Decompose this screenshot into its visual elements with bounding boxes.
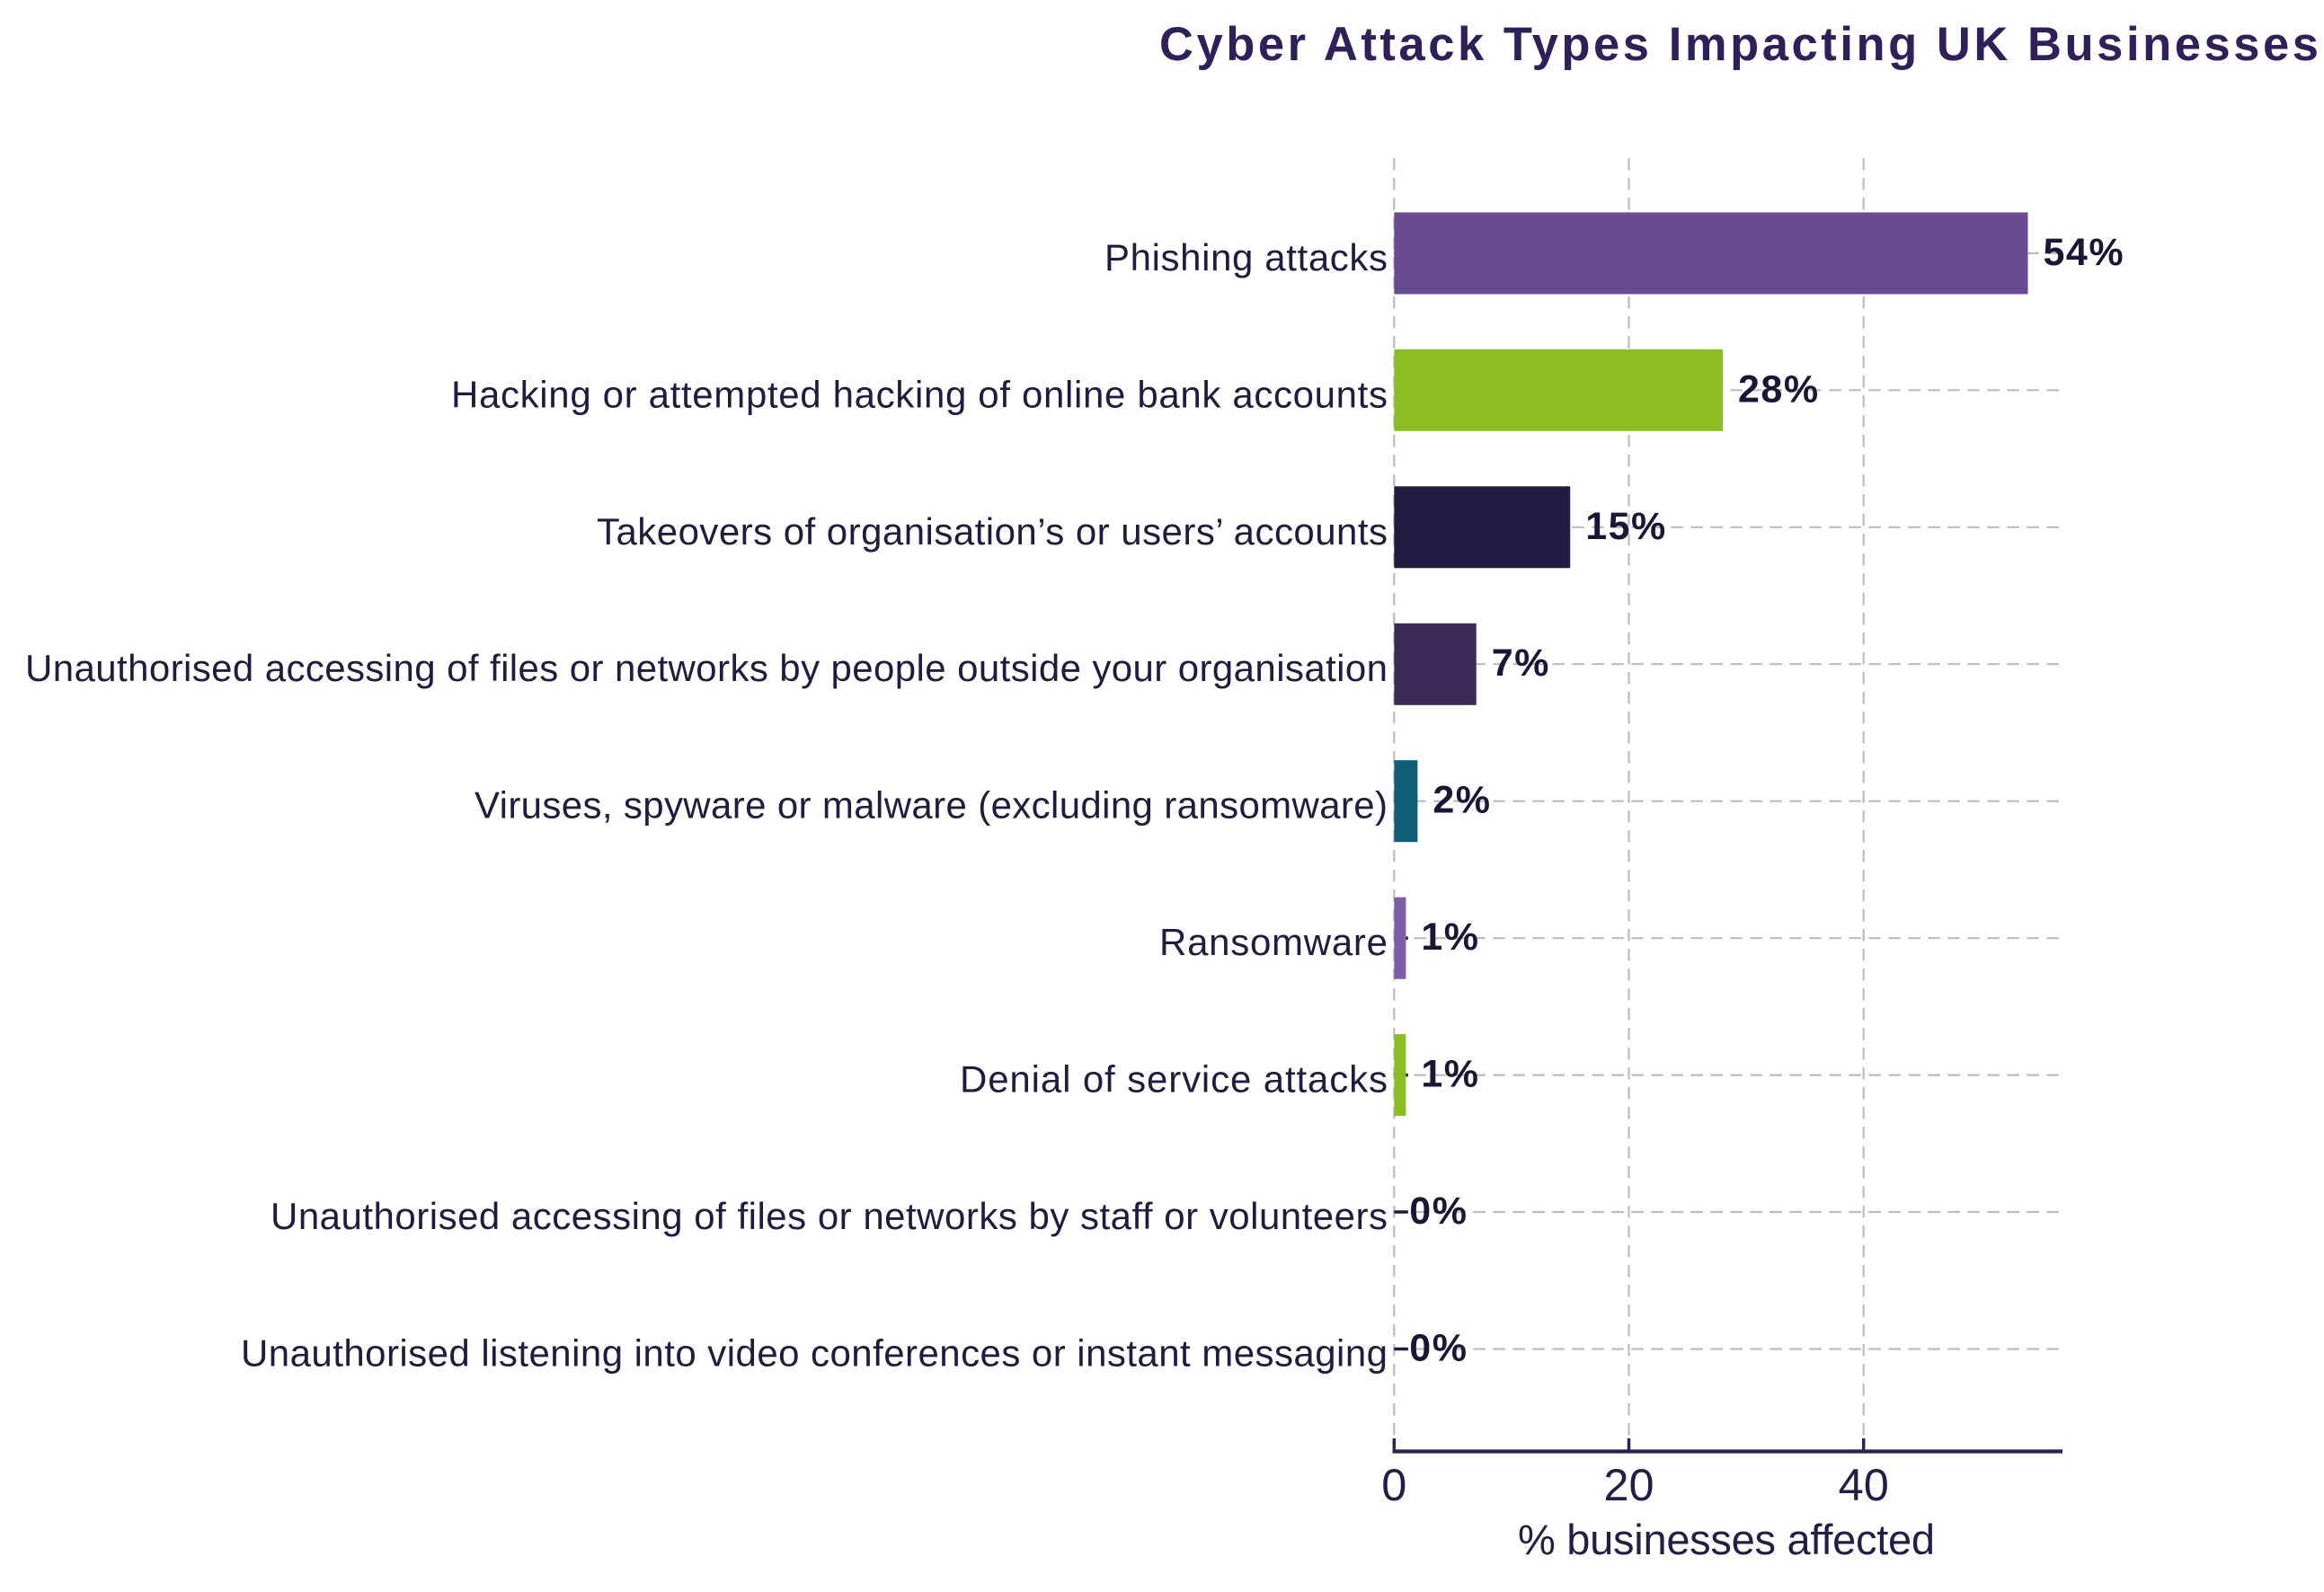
svg-text:Cyber Attack Types Impacting U: Cyber Attack Types Impacting UK Business… (1159, 18, 2319, 71)
svg-text:Unauthorised accessing of file: Unauthorised accessing of files or netwo… (271, 1195, 1388, 1237)
svg-text:Unauthorised accessing of file: Unauthorised accessing of files or netwo… (25, 647, 1388, 689)
svg-text:Unauthorised listening into vi: Unauthorised listening into video confer… (241, 1332, 1388, 1375)
svg-text:20: 20 (1603, 1459, 1654, 1510)
svg-text:Ransomware: Ransomware (1159, 921, 1388, 963)
svg-text:2%: 2% (1433, 779, 1491, 822)
svg-text:Takeovers of organisation’s or: Takeovers of organisation’s or users’ ac… (597, 510, 1388, 553)
svg-text:Phishing attacks: Phishing attacks (1104, 236, 1388, 279)
svg-text:28%: 28% (1738, 367, 1820, 411)
svg-text:7%: 7% (1492, 641, 1550, 685)
svg-text:% businesses affected: % businesses affected (1518, 1516, 1935, 1563)
svg-text:54%: 54% (2044, 231, 2125, 274)
svg-text:0%: 0% (1409, 1327, 1468, 1370)
svg-text:1%: 1% (1421, 915, 1479, 959)
svg-text:Denial of service attacks: Denial of service attacks (960, 1058, 1388, 1101)
svg-text:40: 40 (1839, 1459, 1889, 1510)
svg-text:Viruses, spyware or malware (e: Viruses, spyware or malware (excluding r… (475, 784, 1388, 827)
svg-text:1%: 1% (1421, 1053, 1479, 1096)
svg-text:0%: 0% (1409, 1190, 1468, 1233)
svg-text:Hacking or attempted hacking o: Hacking or attempted hacking of online b… (451, 373, 1388, 415)
svg-text:0: 0 (1381, 1459, 1406, 1510)
svg-text:15%: 15% (1585, 505, 1667, 548)
